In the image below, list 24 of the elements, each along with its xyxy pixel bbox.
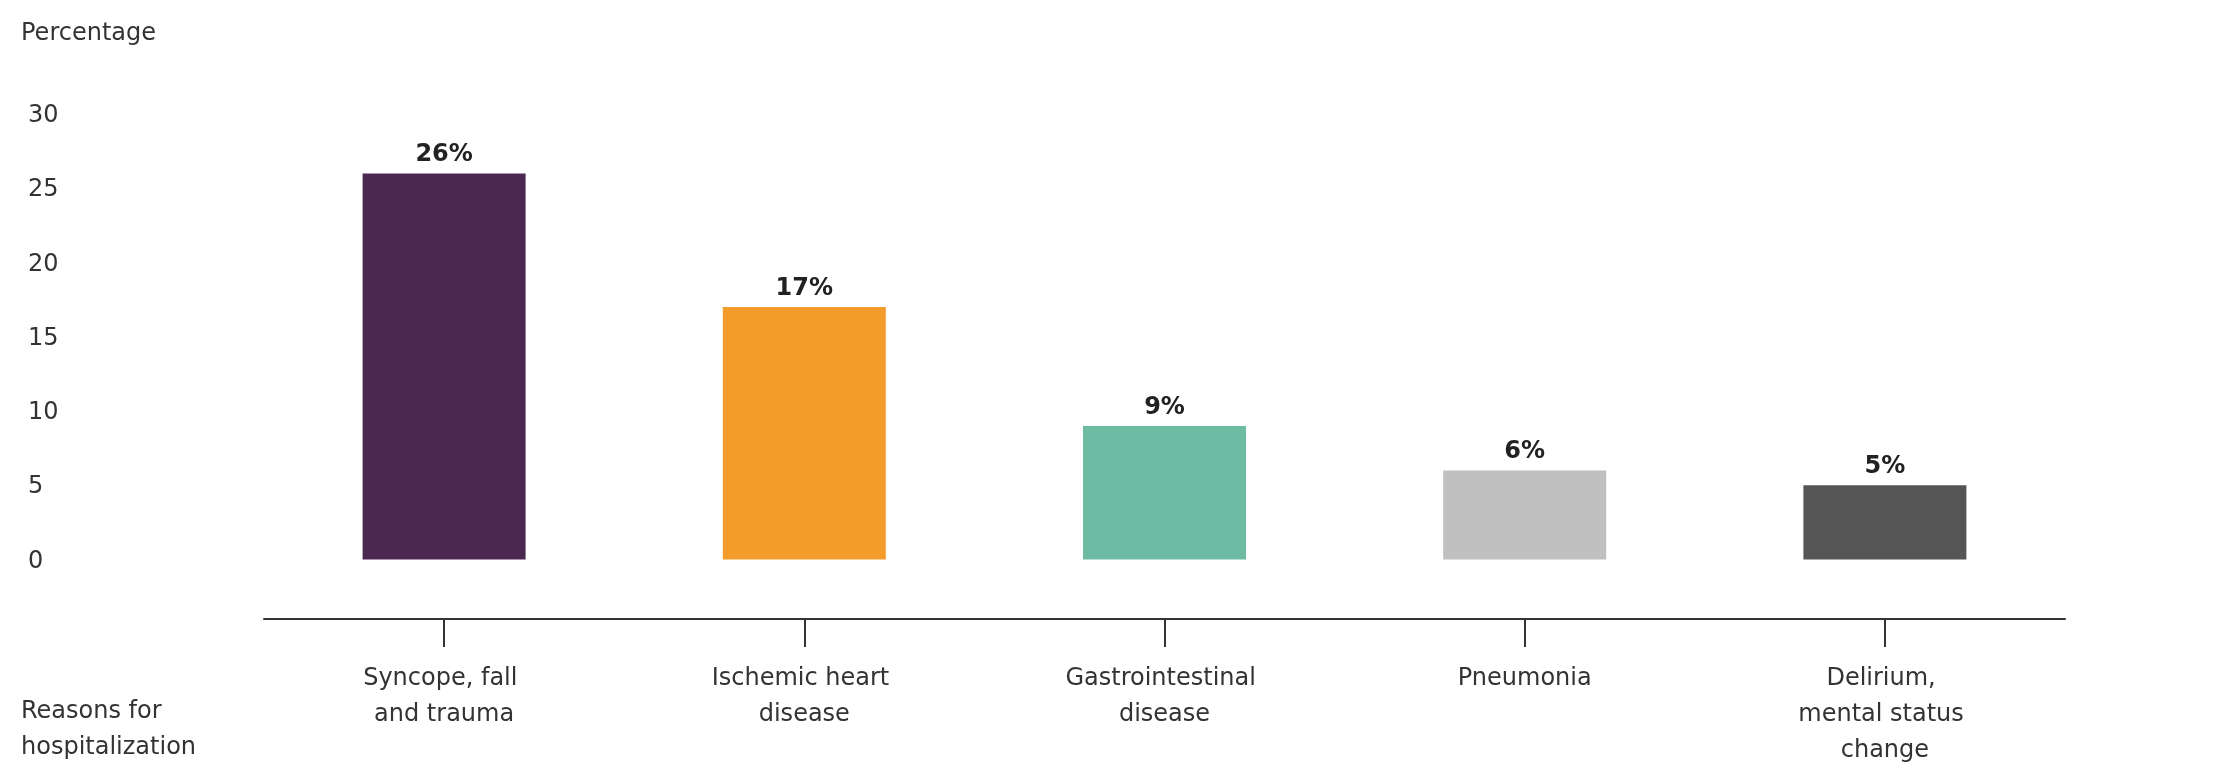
data-label: 5% <box>1864 451 1906 480</box>
data-label: 26% <box>415 139 473 168</box>
y-tick-label: 5 <box>28 471 44 500</box>
data-label: 9% <box>1144 391 1185 420</box>
y-tick-label: 20 <box>28 248 59 277</box>
x-tick-label: Delirium, mental status change <box>1798 663 1972 763</box>
bar <box>1443 470 1607 560</box>
y-tick-label: 25 <box>28 174 59 203</box>
bar <box>362 173 526 560</box>
x-axis-title: Reasons for hospitalization <box>21 696 197 760</box>
bar <box>1803 485 1967 560</box>
y-tick-label: 30 <box>28 100 59 128</box>
x-tick-label: Ischemic heart disease <box>711 663 897 727</box>
bar <box>1083 425 1246 560</box>
y-tick-label: 0 <box>28 545 44 574</box>
x-tick-label: Syncope, fall and trauma <box>363 663 526 727</box>
x-tick-label: Gastrointestinal disease <box>1065 663 1264 727</box>
y-axis-title: Percentage <box>21 18 157 46</box>
bar <box>722 307 886 560</box>
data-label: 17% <box>775 273 834 302</box>
data-label: 6% <box>1504 436 1546 465</box>
x-tick-label: Pneumonia <box>1457 663 1592 691</box>
y-tick-label: 15 <box>28 322 59 351</box>
y-tick-label: 10 <box>28 397 59 426</box>
